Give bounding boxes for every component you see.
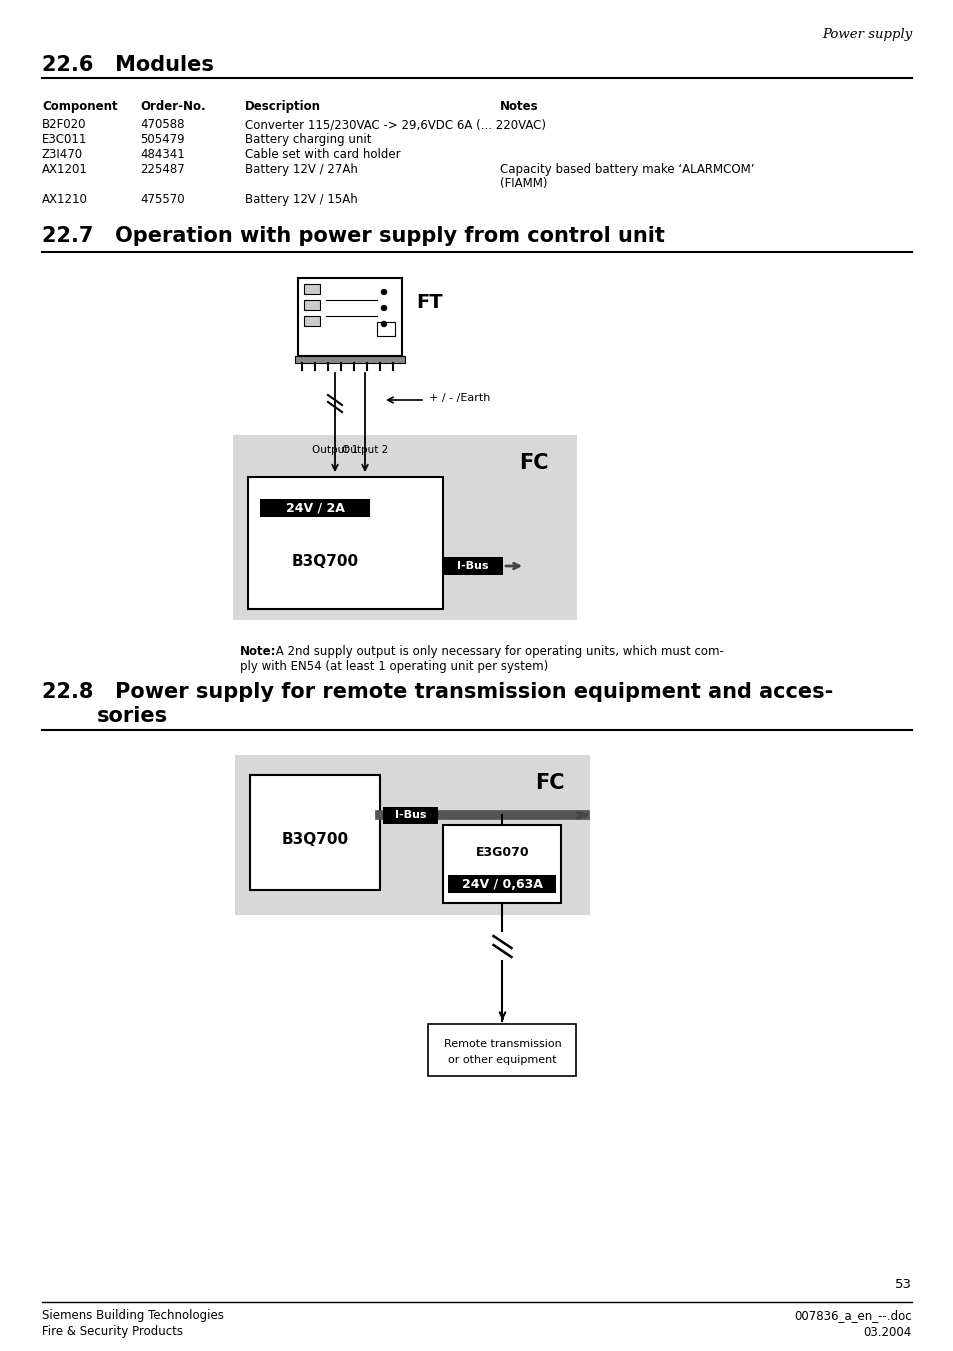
Text: Power supply: Power supply [821, 28, 911, 41]
Text: 22.6   Modules: 22.6 Modules [42, 55, 213, 76]
Bar [248, 477, 442, 609]
Text: FC: FC [535, 773, 564, 793]
Text: 03.2004: 03.2004 [862, 1325, 911, 1339]
Bar [234, 755, 589, 915]
Text: or other equipment: or other equipment [448, 1055, 557, 1065]
Bar [376, 322, 395, 336]
Text: sories: sories [97, 707, 168, 725]
Bar [428, 1024, 576, 1075]
Text: 484341: 484341 [140, 149, 185, 161]
Text: FC: FC [518, 453, 548, 473]
Text: (FIAMM): (FIAMM) [499, 177, 547, 190]
Text: Battery 12V / 27Ah: Battery 12V / 27Ah [245, 163, 357, 176]
Bar [382, 807, 437, 824]
Text: Remote transmission: Remote transmission [443, 1039, 560, 1048]
Text: Siemens Building Technologies: Siemens Building Technologies [42, 1309, 224, 1323]
Text: 007836_a_en_--.doc: 007836_a_en_--.doc [794, 1309, 911, 1323]
Bar [448, 875, 556, 893]
Circle shape [381, 289, 386, 295]
Text: E3C011: E3C011 [42, 132, 88, 146]
Text: Output 1: Output 1 [312, 444, 357, 455]
Text: 22.7   Operation with power supply from control unit: 22.7 Operation with power supply from co… [42, 226, 664, 246]
Text: 53: 53 [894, 1278, 911, 1290]
Text: Capacity based battery make ‘ALARMCOM’: Capacity based battery make ‘ALARMCOM’ [499, 163, 754, 176]
Text: 22.8   Power supply for remote transmission equipment and acces-: 22.8 Power supply for remote transmissio… [42, 682, 832, 703]
Bar [304, 316, 319, 326]
Text: Order-No.: Order-No. [140, 100, 206, 113]
Text: AX1210: AX1210 [42, 193, 88, 205]
Text: 24V / 2A: 24V / 2A [285, 501, 344, 515]
Text: AX1201: AX1201 [42, 163, 88, 176]
Circle shape [381, 305, 386, 311]
Circle shape [381, 322, 386, 327]
Text: 505479: 505479 [140, 132, 185, 146]
Bar [297, 278, 401, 357]
Text: B2F020: B2F020 [42, 118, 87, 131]
Bar [443, 825, 561, 902]
Text: Battery 12V / 15Ah: Battery 12V / 15Ah [245, 193, 357, 205]
Text: ply with EN54 (at least 1 operating unit per system): ply with EN54 (at least 1 operating unit… [240, 661, 548, 673]
Text: Output 2: Output 2 [341, 444, 388, 455]
Text: Fire & Security Products: Fire & Security Products [42, 1325, 183, 1339]
Bar [294, 357, 405, 363]
Text: Note:: Note: [240, 644, 276, 658]
Text: I-Bus: I-Bus [395, 811, 426, 820]
Text: + / - /Earth: + / - /Earth [429, 393, 490, 403]
Bar [304, 284, 319, 295]
Text: Description: Description [245, 100, 320, 113]
Text: 24V / 0,63A: 24V / 0,63A [461, 878, 542, 890]
Text: Component: Component [42, 100, 117, 113]
Text: Battery charging unit: Battery charging unit [245, 132, 371, 146]
Bar [442, 557, 502, 576]
Bar [304, 300, 319, 309]
Text: 225487: 225487 [140, 163, 185, 176]
Bar [260, 499, 370, 517]
Text: Notes: Notes [499, 100, 538, 113]
Text: A 2nd supply output is only necessary for operating units, which must com-: A 2nd supply output is only necessary fo… [272, 644, 723, 658]
Text: 470588: 470588 [140, 118, 184, 131]
Bar [233, 435, 577, 620]
Text: B3Q700: B3Q700 [292, 554, 358, 570]
Text: Cable set with card holder: Cable set with card holder [245, 149, 400, 161]
Text: 475570: 475570 [140, 193, 185, 205]
Text: Converter 115/230VAC -> 29,6VDC 6A (... 220VAC): Converter 115/230VAC -> 29,6VDC 6A (... … [245, 118, 545, 131]
Text: Z3I470: Z3I470 [42, 149, 83, 161]
Text: B3Q700: B3Q700 [281, 832, 348, 847]
Bar [250, 775, 379, 890]
Text: E3G070: E3G070 [476, 847, 529, 859]
Text: FT: FT [416, 293, 442, 312]
Text: I-Bus: I-Bus [456, 561, 488, 571]
